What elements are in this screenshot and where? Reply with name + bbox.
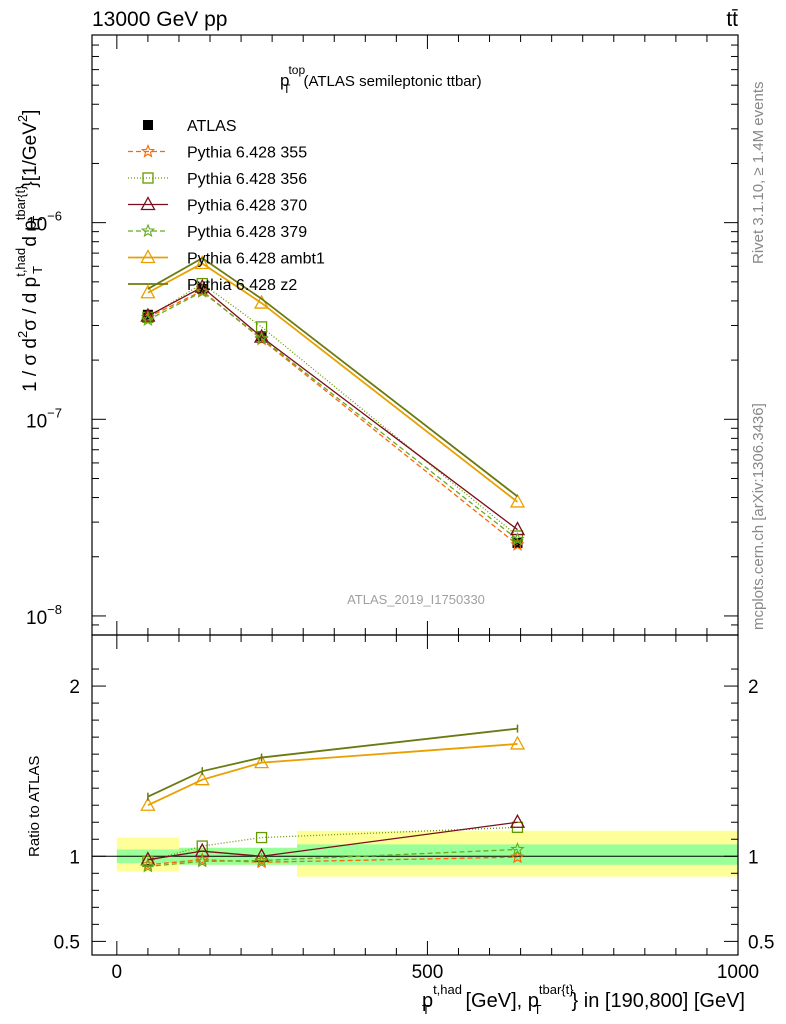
analysis-watermark: ATLAS_2019_I1750330 (347, 592, 485, 607)
series-line-p355 (147, 290, 518, 546)
ratio-y-tick-label: 2 (69, 677, 80, 698)
ratio-point-p379 (254, 853, 269, 867)
legend-label-p355: Pythia 6.428 355 (187, 145, 307, 162)
rivet-label: Rivet 3.1.10, ≥ 1.4M events (750, 82, 767, 265)
ratio-y-tick-label: 0.5 (54, 932, 80, 953)
ratio-point-p355 (140, 857, 156, 871)
legend-label-ATLAS: ATLAS (187, 118, 237, 135)
x-tick-label: 1000 (717, 962, 759, 983)
data-point-p370 (194, 278, 210, 293)
legend-marker-ambt1 (140, 249, 156, 264)
ratio-plot-area: 0 500 1000 2 2 1 1 0.5 0.5 (54, 634, 774, 983)
legend-marker-ATLAS (143, 120, 153, 130)
ratio-y-tick-label-right: 0.5 (748, 932, 774, 953)
series-line-p356 (147, 282, 518, 537)
legend-label-p356: Pythia 6.428 356 (187, 171, 307, 188)
ratio-point-p355 (195, 852, 210, 866)
ratio-point-ambt1 (509, 735, 526, 750)
ratio-point-p379 (140, 858, 156, 873)
ratio-point-ambt1 (253, 754, 270, 769)
header-left-label: 13000 GeV pp (92, 8, 227, 31)
legend-label-p379: Pythia 6.428 379 (187, 224, 307, 241)
main-plot-area: 10−6 10−7 10−8 (26, 34, 739, 636)
data-point-p379 (140, 312, 156, 327)
legend-marker-p379 (140, 223, 156, 238)
series-line-z2 (147, 257, 519, 498)
ratio-y-tick-label: 1 (69, 847, 80, 868)
ratio-line-p379 (147, 848, 518, 868)
ratio-point-ambt1 (140, 796, 156, 811)
data-point-p355 (510, 537, 525, 551)
ratio-y-tick-label-right: 1 (748, 847, 759, 868)
ratio-point-p370 (509, 813, 526, 828)
data-point-ATLAS (512, 537, 523, 548)
data-point-ATLAS (256, 331, 267, 342)
x-tick-label: 500 (412, 962, 444, 983)
y-tick-label: 10−6 (26, 209, 62, 236)
x-tick-label: 0 (112, 962, 123, 983)
data-point-ambt1 (140, 284, 156, 299)
main-plot-title: ptop T (ATLAS semileptonic ttbar) (280, 63, 482, 96)
ratio-frame (91, 634, 739, 956)
ratio-point-p370 (140, 851, 156, 866)
ratio-band-inner (296, 844, 738, 865)
data-point-p356 (196, 277, 208, 290)
ratio-point-p356 (255, 831, 268, 844)
y-tick-label: 10−8 (26, 602, 62, 629)
data-point-p379 (510, 531, 525, 546)
ratio-y-tick-label-right: 2 (748, 677, 759, 698)
legend-marker-p370 (140, 196, 156, 211)
ratio-ylabel: Ratio to ATLAS (26, 756, 43, 857)
ratio-point-ambt1 (194, 771, 210, 786)
legend-marker-p356 (142, 172, 154, 184)
legend-label-z2: Pythia 6.428 z2 (187, 277, 297, 294)
data-point-p379 (254, 330, 269, 345)
header-right-label: tt̄ (726, 8, 738, 31)
series-line-p379 (147, 291, 518, 540)
data-point-p370 (140, 307, 156, 322)
xlabel: pt,had T [GeV], ptbar{t} T} in [190,800] [… (422, 982, 745, 1017)
y-tick-label: 10−7 (26, 405, 62, 432)
data-point-p379 (195, 284, 210, 298)
ratio-line-z2 (147, 727, 518, 798)
ratio-point-p379 (195, 853, 210, 868)
ratio-point-p379 (510, 841, 525, 856)
data-point-ambt1 (509, 493, 526, 508)
mcplots-label: mcplots.cern.ch [arXiv:1306.3436] (750, 403, 767, 630)
legend: ATLAS Pythia 6.428 355 Pythia 6.428 356 Pyt… (128, 118, 325, 294)
ratio-line-ambt1 (147, 743, 518, 807)
series-line-ambt1 (147, 262, 519, 503)
legend-label-ambt1: Pythia 6.428 ambt1 (187, 251, 325, 268)
legend-label-p370: Pythia 6.428 370 (187, 198, 307, 215)
data-point-ambt1 (194, 255, 210, 270)
main-ylabel: 1 / σ d2σ / d pt,had T d ptbar{t} T}[1/GeV… (13, 110, 45, 392)
legend-marker-p355 (140, 143, 156, 158)
series-line-p370 (147, 286, 518, 531)
ratio-point-p370 (253, 847, 270, 862)
ratio-line-p370 (147, 821, 518, 861)
